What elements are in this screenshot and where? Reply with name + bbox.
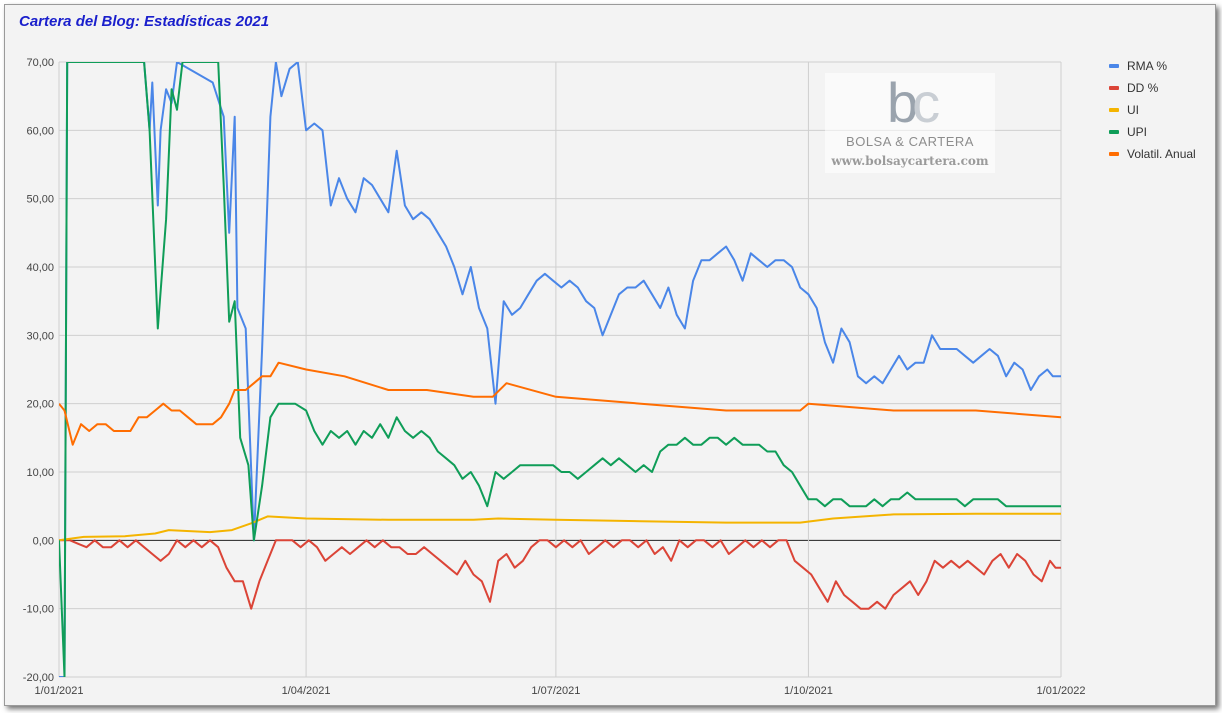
y-tick-label: -20,00 — [23, 672, 54, 684]
x-tick-label: 1/07/2021 — [531, 685, 580, 697]
legend-label: Volatil. Anual — [1127, 147, 1196, 161]
series-line-volatil-anual — [59, 361, 1061, 446]
y-tick-label: 50,00 — [26, 194, 54, 206]
x-tick-label: 1/01/2022 — [1037, 685, 1086, 697]
legend-label: DD % — [1127, 81, 1159, 95]
series-line-ui — [59, 512, 1061, 542]
legend-label: UI — [1127, 103, 1139, 117]
legend-item: Volatil. Anual — [1109, 143, 1196, 165]
watermark-name: BOLSA & CARTERA — [846, 134, 974, 149]
series-lines — [59, 62, 1061, 677]
bc-logo: bc — [887, 71, 940, 134]
legend-item: UI — [1109, 99, 1196, 121]
y-tick-label: 10,00 — [26, 467, 54, 479]
y-tick-label: 20,00 — [26, 399, 54, 411]
legend-label: RMA % — [1127, 59, 1168, 73]
legend-label: UPI — [1127, 125, 1148, 139]
y-tick-label: -10,00 — [23, 604, 54, 616]
y-tick-label: 60,00 — [26, 125, 54, 137]
legend-swatch — [1109, 108, 1119, 112]
watermark-url: www.bolsaycartera.com — [831, 154, 989, 168]
x-tick-label: 1/01/2021 — [35, 685, 84, 697]
legend-swatch — [1109, 86, 1119, 90]
legend-item: RMA % — [1109, 55, 1196, 77]
legend-swatch — [1109, 152, 1119, 156]
legend-swatch — [1109, 130, 1119, 134]
chart-legend: RMA % DD % UI UPI Volatil. Anual — [1109, 55, 1196, 165]
y-tick-label: 40,00 — [26, 262, 54, 274]
legend-item: UPI — [1109, 121, 1196, 143]
watermark: bc BOLSA & CARTERA www.bolsaycartera.com — [825, 73, 995, 173]
series-line-rma — [59, 62, 1061, 677]
axis-labels: -20,00 -10,00 0,00 10,00 20,00 30,00 40,00 50,0… — [23, 57, 1086, 697]
legend-swatch — [1109, 64, 1119, 68]
series-line-dd — [59, 539, 1061, 610]
x-tick-label: 1/04/2021 — [282, 685, 331, 697]
y-tick-label: 70,00 — [26, 57, 54, 69]
line-chart: -20,00 -10,00 0,00 10,00 20,00 30,00 40,00 50,0… — [23, 57, 1086, 697]
chart-frame: Cartera del Blog: Estadísticas 2021 -20,… — [4, 4, 1216, 706]
x-tick-label: 1/10/2021 — [784, 685, 833, 697]
y-tick-label: 30,00 — [26, 330, 54, 342]
chart-title: Cartera del Blog: Estadísticas 2021 — [19, 13, 270, 30]
y-tick-label: 0,00 — [33, 535, 54, 547]
series-line-upi — [59, 62, 1061, 677]
legend-item: DD % — [1109, 77, 1196, 99]
